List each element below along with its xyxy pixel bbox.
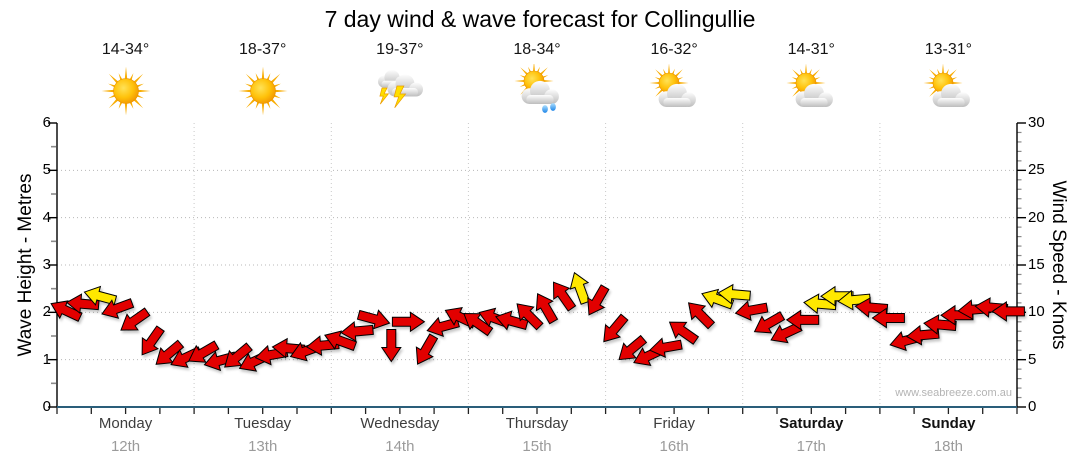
wind-arrow — [734, 300, 769, 321]
left-axis-tick-label: 5 — [42, 161, 51, 179]
wind-arrow — [618, 334, 648, 361]
temp-range: 13-31° — [924, 41, 973, 58]
left-axis-tick-label: 4 — [42, 208, 51, 226]
left-axis-tick-label: 0 — [42, 398, 51, 415]
wind-arrow-series — [50, 271, 1025, 372]
wind-arrow — [224, 342, 253, 368]
day-date: 12th — [110, 438, 141, 455]
temp-range: 18-34° — [513, 41, 561, 58]
left-axis-tick-label: 3 — [42, 256, 51, 273]
day-name: Saturday — [779, 415, 844, 432]
wind-arrow — [991, 300, 1025, 322]
right-axis-tick-label: 0 — [1028, 398, 1037, 415]
day-name: Tuesday — [234, 415, 292, 432]
wind-arrow — [324, 330, 358, 352]
wind-arrow — [141, 325, 165, 356]
day-name: Monday — [98, 415, 153, 432]
wind-arrow — [854, 297, 889, 318]
temp-range: 18-37° — [239, 41, 287, 58]
wind-arrow — [687, 302, 716, 330]
wind-arrow — [340, 321, 374, 342]
left-axis-tick-label: 2 — [42, 303, 51, 321]
right-axis-tick-label: 15 — [1028, 256, 1045, 273]
weather-icon-partly — [922, 63, 974, 116]
day-name: Wednesday — [360, 415, 440, 432]
wind-arrow — [356, 309, 391, 330]
wind-arrow — [535, 292, 559, 325]
wind-arrow — [391, 311, 426, 333]
day-date: 13th — [248, 438, 278, 455]
right-axis-tick-label: 20 — [1028, 208, 1045, 226]
right-axis-tick-label: 10 — [1028, 303, 1045, 321]
day-name: Friday — [653, 415, 695, 432]
wind-arrow — [155, 339, 185, 365]
weather-icon-storm — [374, 64, 426, 116]
wind-arrow — [717, 283, 751, 305]
wind-arrow — [516, 303, 544, 331]
wind-arrow — [188, 340, 220, 363]
wind-arrow — [463, 313, 494, 337]
wind-arrow — [785, 309, 820, 331]
temp-range: 14-34° — [101, 41, 150, 58]
weather-icon-sunny — [237, 64, 289, 116]
wind-arrow — [837, 289, 871, 311]
wind-arrow — [120, 307, 151, 331]
page-title: 7 day wind & wave forecast for Collingul… — [324, 6, 756, 32]
wind-arrow — [494, 310, 529, 331]
left-axis-title: Wave Height - Metres — [15, 173, 36, 357]
wind-arrow — [603, 313, 629, 343]
right-axis-title: Wind Speed - Knots — [1048, 180, 1069, 350]
temp-range: 14-31° — [787, 41, 835, 58]
wind-arrow — [648, 337, 683, 358]
right-axis-tick-label: 30 — [1028, 114, 1045, 131]
weather-icon-sunny — [100, 64, 152, 116]
left-axis-tick-label: 1 — [42, 350, 51, 368]
temp-range: 16-32° — [650, 41, 698, 58]
right-axis-tick-label: 5 — [1028, 350, 1037, 368]
day-date: 17th — [796, 438, 826, 455]
wind-arrow — [380, 329, 402, 363]
day-name: Sunday — [921, 415, 976, 432]
day-date: 15th — [522, 438, 552, 455]
right-axis-tick-label: 25 — [1028, 161, 1045, 179]
wind-arrow — [587, 284, 610, 316]
wind-arrow — [101, 298, 135, 319]
wind-arrow — [415, 333, 439, 365]
watermark: www.seabreeze.com.au — [895, 387, 1012, 399]
left-axis-tick-label: 6 — [42, 114, 51, 131]
wind-arrow — [83, 285, 118, 306]
day-date: 14th — [385, 438, 415, 455]
day-name: Thursday — [505, 415, 569, 432]
wind-arrow — [553, 281, 577, 312]
temp-range: 19-37° — [376, 41, 424, 58]
weather-icon-rain — [511, 61, 563, 116]
day-date: 18th — [933, 438, 964, 455]
wind-arrow — [668, 321, 700, 345]
wind-arrow — [753, 311, 786, 334]
weather-icon-partly — [648, 63, 700, 116]
day-date: 16th — [659, 438, 689, 455]
weather-icon-partly — [785, 63, 837, 116]
wind-arrow — [871, 307, 905, 329]
